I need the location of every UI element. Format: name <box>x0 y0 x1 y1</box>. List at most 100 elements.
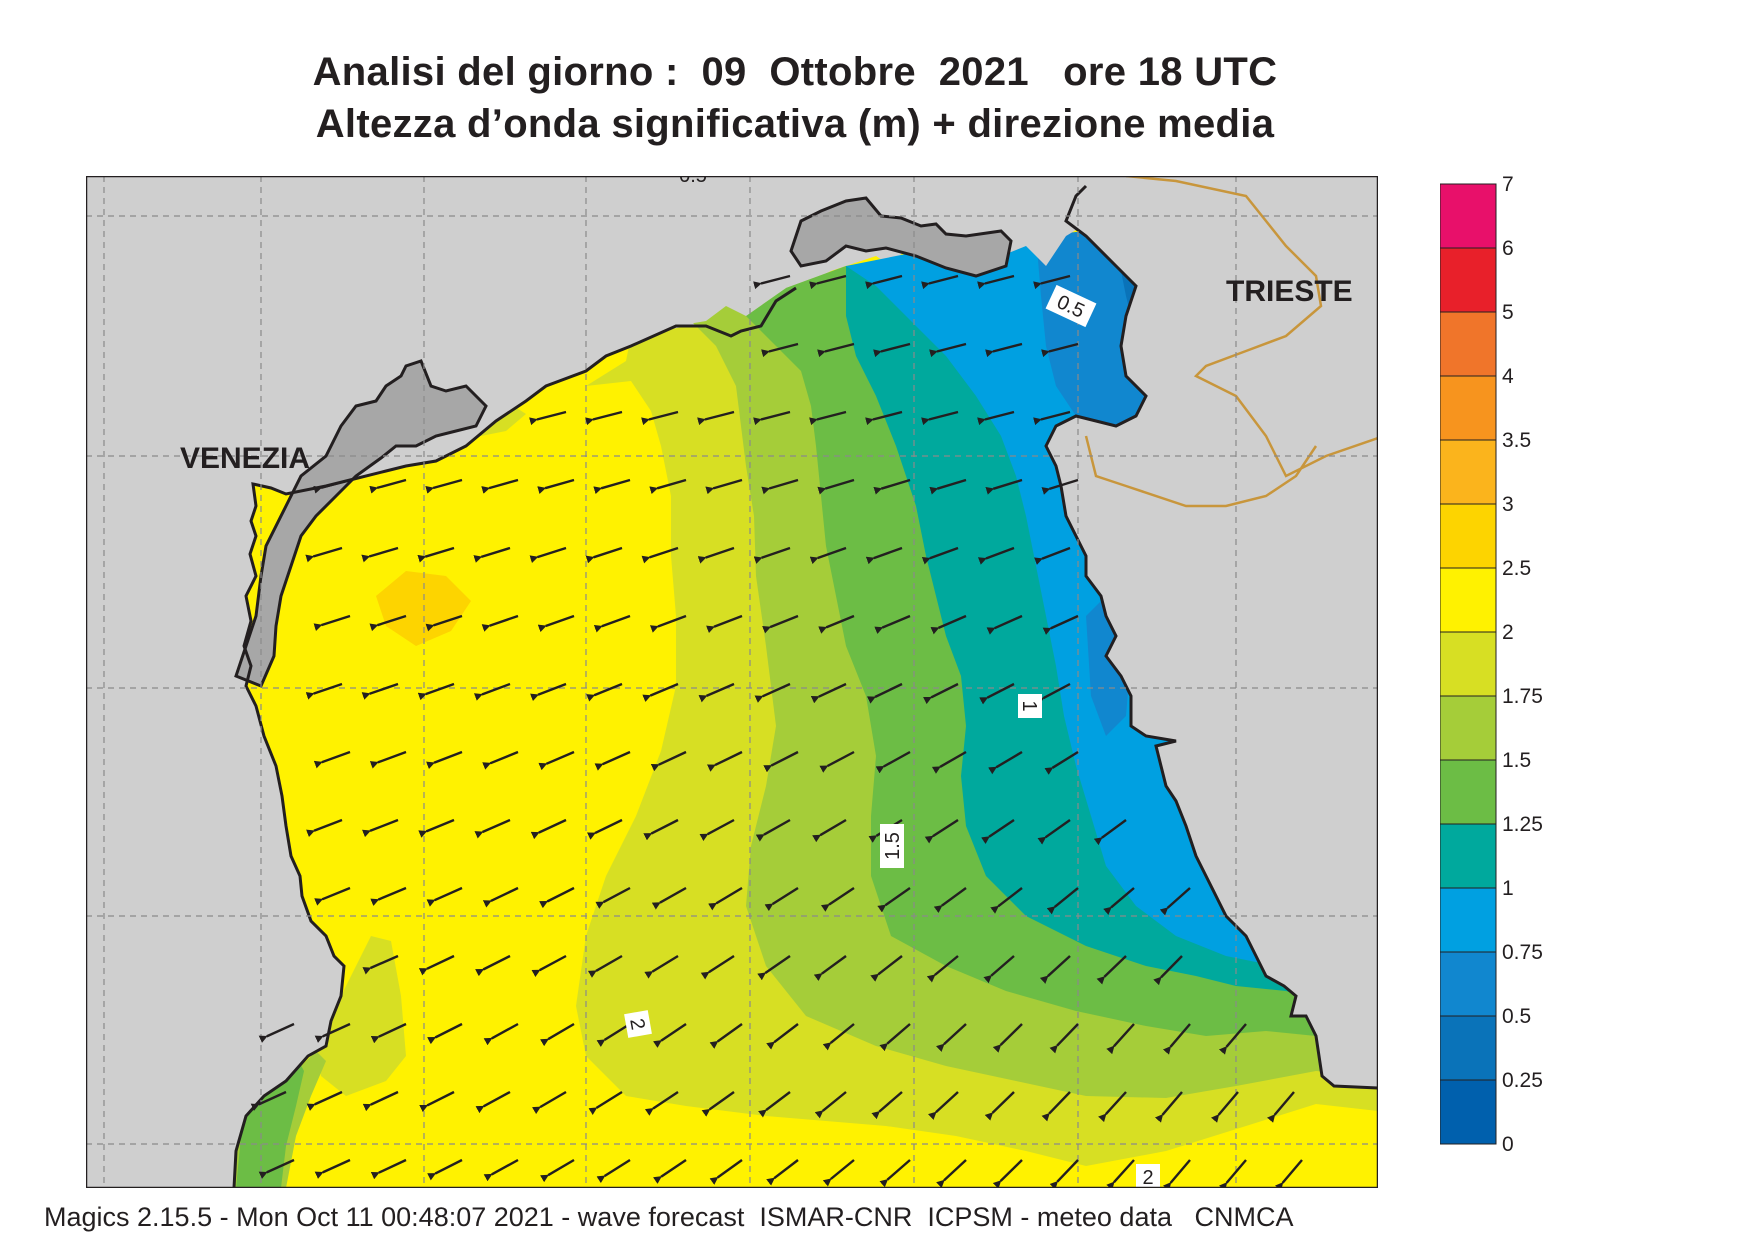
wave-direction-arrow <box>1046 887 1079 915</box>
wave-direction-arrow <box>762 614 799 634</box>
wave-direction-arrow <box>369 478 407 494</box>
legend-bin <box>1440 631 1497 697</box>
wave-direction-arrow <box>1034 546 1071 565</box>
wave-direction-arrow <box>425 614 463 632</box>
wave-direction-arrow <box>822 1159 855 1187</box>
wave-direction-arrow <box>809 274 847 290</box>
wave-direction-arrow <box>588 1090 623 1115</box>
wave-direction-arrow <box>587 954 623 978</box>
legend-tick-label: 2 <box>1502 621 1514 644</box>
contour-label-1.5: 1.5 <box>880 824 904 868</box>
wave-direction-arrow <box>1039 955 1071 984</box>
wave-direction-arrow <box>926 955 959 983</box>
wave-direction-arrow <box>866 682 903 704</box>
wave-direction-arrow <box>529 546 567 564</box>
wave-direction-arrow <box>697 546 735 564</box>
wave-direction-arrow <box>481 478 519 494</box>
legend-bin <box>1440 311 1497 377</box>
coastline-east <box>1044 184 1378 1090</box>
wave-direction-arrow <box>700 954 735 980</box>
wave-direction-arrow <box>929 342 967 358</box>
legend-tick-label: 1.25 <box>1502 813 1543 836</box>
wave-direction-arrow <box>1041 1091 1071 1122</box>
wave-direction-arrow <box>814 1091 847 1119</box>
wave-direction-arrow <box>1275 1159 1303 1188</box>
legend-tick-label: 1.75 <box>1502 685 1543 708</box>
wave-direction-arrow <box>426 886 463 907</box>
wave-direction-arrow <box>1153 955 1183 986</box>
wave-direction-arrow <box>427 1022 463 1045</box>
legend-tick-label: 0.5 <box>1502 1005 1531 1028</box>
wave-direction-arrow <box>596 1158 631 1184</box>
wave-direction-arrow <box>596 1022 631 1048</box>
color-legend: 7 6 5 4 3.5 3 2.5 2 1.75 1.5 1.25 1 0.75 0.5 0.25 0 <box>1440 176 1543 1152</box>
wave-direction-arrow <box>305 682 343 700</box>
wave-direction-arrow <box>865 274 903 290</box>
wave-direction-arrow <box>818 614 855 634</box>
legend-tick-label: 6 <box>1502 237 1514 260</box>
wave-direction-arrow <box>761 342 799 358</box>
wave-direction-arrow <box>708 886 743 911</box>
legend-bin <box>1440 887 1497 953</box>
wave-direction-arrow <box>753 410 791 426</box>
legend-bin <box>1440 951 1497 1017</box>
wave-direction-arrow <box>305 546 343 563</box>
wave-direction-arrow <box>1042 614 1079 635</box>
wave-direction-arrow <box>586 818 623 840</box>
wave-direction-arrow <box>1037 819 1071 845</box>
wave-direction-arrow <box>593 614 631 633</box>
wave-direction-arrow <box>929 478 967 495</box>
wave-direction-arrow <box>877 887 911 913</box>
wave-direction-arrow <box>870 955 903 982</box>
wave-direction-arrow <box>701 1091 735 1117</box>
wave-direction-arrow <box>754 682 791 703</box>
wave-direction-arrow <box>1035 682 1071 705</box>
wave-direction-arrow <box>705 478 743 495</box>
wave-direction-arrow <box>873 342 911 358</box>
wave-direction-arrow <box>418 954 455 976</box>
wave-direction-arrow <box>529 410 567 426</box>
wave-direction-arrow <box>977 546 1015 565</box>
legend-tick-label: 0.75 <box>1502 941 1543 964</box>
wave-direction-arrow <box>761 478 799 495</box>
wave-direction-arrow <box>921 410 959 426</box>
svg-text:1.5: 1.5 <box>882 832 904 860</box>
wave-direction-arrow <box>370 1022 407 1044</box>
wave-direction-arrow <box>921 546 959 565</box>
wave-direction-arrow <box>820 887 855 912</box>
wave-direction-arrow <box>813 955 847 982</box>
wave-direction-arrow <box>879 1023 911 1052</box>
footer-credits: Magics 2.15.5 - Mon Oct 11 00:48:07 2021… <box>44 1202 1294 1232</box>
wave-direction-arrow <box>923 682 959 705</box>
contour-label-1: 1 <box>1018 694 1042 718</box>
wave-direction-arrows <box>250 274 1303 1188</box>
map-frame <box>86 176 1378 1188</box>
wave-direction-arrow <box>1154 1091 1183 1123</box>
wave-direction-arrow <box>313 614 351 632</box>
wave-direction-arrow <box>1041 478 1079 495</box>
wave-direction-arrow <box>812 818 847 843</box>
wave-direction-arrow <box>1106 1023 1135 1055</box>
wave-direction-arrow <box>362 1090 399 1112</box>
wave-direction-arrow <box>641 410 679 426</box>
wave-direction-arrow <box>985 478 1023 495</box>
chart-subtitle: Altezza d’onda significativa (m) + direz… <box>315 102 1275 146</box>
wave-direction-arrow <box>763 750 799 773</box>
wave-direction-arrow <box>644 1091 679 1116</box>
wave-direction-arrow <box>1044 750 1079 775</box>
legend-tick-label: 5 <box>1502 301 1514 324</box>
wave-direction-arrow <box>992 1159 1023 1188</box>
legend-bin <box>1440 183 1497 249</box>
svg-text:1: 1 <box>1018 700 1040 711</box>
wave-direction-arrow <box>483 1158 519 1182</box>
wave-direction-arrow <box>817 342 855 358</box>
wave-direction-arrow <box>699 818 735 842</box>
wave-direction-arrow <box>361 682 399 700</box>
wave-direction-arrow <box>1033 410 1071 426</box>
wave-direction-arrow <box>709 1159 743 1185</box>
wave-direction-arrow <box>1163 1159 1191 1188</box>
wave-direction-arrow <box>258 1158 295 1179</box>
wave-direction-arrow <box>250 1090 287 1111</box>
wave-direction-arrow <box>641 546 679 564</box>
wave-direction-arrow <box>758 1091 791 1118</box>
